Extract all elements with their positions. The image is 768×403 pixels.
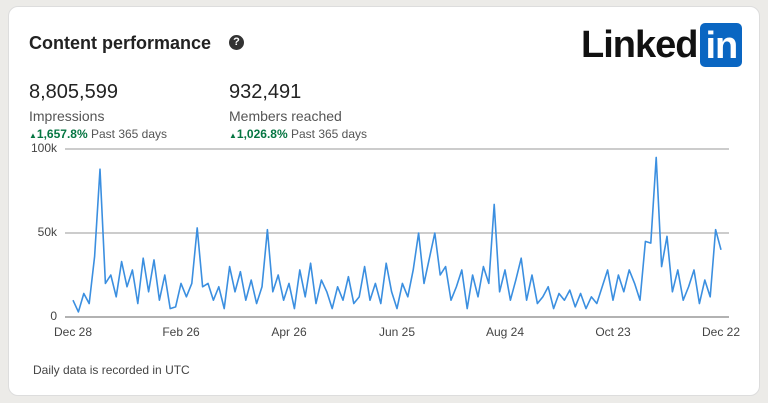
x-tick-label: Aug 24 <box>486 325 524 339</box>
x-tick-label: Feb 26 <box>162 325 200 339</box>
change: 1,026.8% <box>236 127 288 141</box>
metric-value: 932,491 <box>229 81 302 103</box>
metric-value: 8,805,599 <box>29 81 118 103</box>
metric: 932,491 Members reached ▲1,026.8% Past 3… <box>229 81 367 141</box>
help-icon[interactable]: ? <box>229 35 244 50</box>
period: Past 365 days <box>290 127 368 141</box>
metric-label: Members reached <box>229 108 342 124</box>
metric-change: ▲1,026.8% Past 365 days <box>229 127 368 141</box>
x-tick-label: Dec 22 <box>702 325 740 339</box>
y-tick-label: 100k <box>31 141 58 155</box>
metric: 8,805,599 Impressions ▲1,657.8% Past 365… <box>29 81 167 141</box>
logo-badge: in <box>700 23 743 67</box>
footer: Daily data is recorded in UTC <box>33 363 190 377</box>
logo-text: Linked <box>581 23 698 66</box>
x-tick-label: Dec 28 <box>54 325 92 339</box>
title: Content performance <box>29 33 212 53</box>
y-tick-label: 0 <box>50 309 57 323</box>
chart: 0 50k 100k Dec 28 Feb 26 Apr 26 Jun 25 Aug 24 Oc… <box>31 141 740 339</box>
y-tick-label: 50k <box>38 225 58 239</box>
card: Content performance ? Linked in 8,805,599… <box>8 6 760 396</box>
x-tick-label: Oct 23 <box>595 325 631 339</box>
metric-change: ▲1,657.8% Past 365 days <box>29 127 168 141</box>
change: 1,657.8% <box>36 127 88 141</box>
x-tick-label: Apr 26 <box>271 325 307 339</box>
line <box>72 156 722 313</box>
logo: Linked in <box>581 23 743 67</box>
period: Past 365 days <box>90 127 168 141</box>
x-tick-label: Jun 25 <box>379 325 415 339</box>
metric-label: Impressions <box>29 108 105 124</box>
